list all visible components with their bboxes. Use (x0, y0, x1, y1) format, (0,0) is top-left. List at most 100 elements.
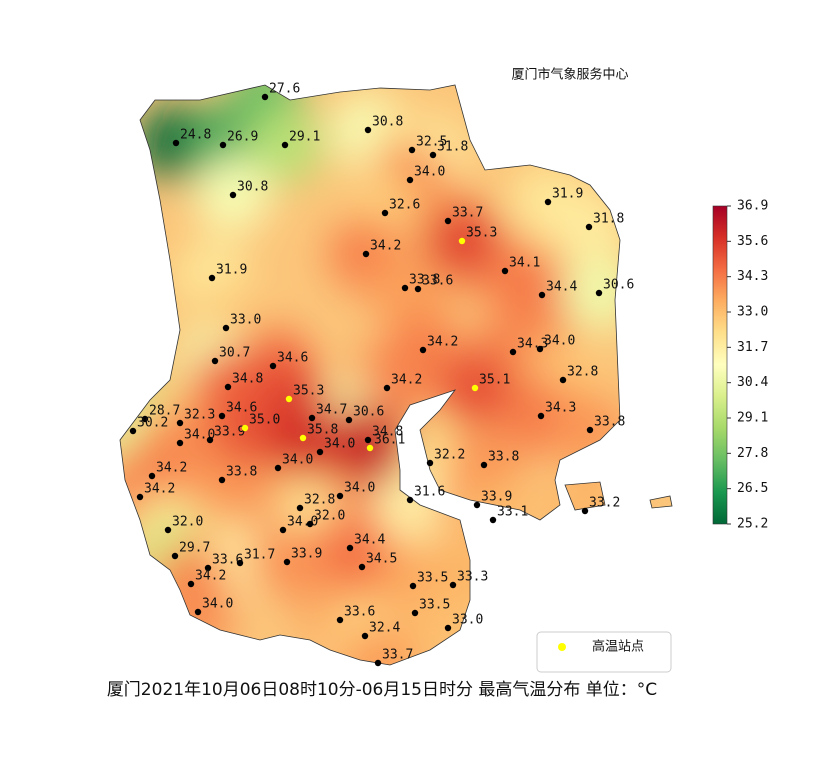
station-label: 33.0 (452, 613, 483, 628)
station-label: 34.4 (546, 280, 577, 295)
station-label: 31.9 (216, 263, 247, 278)
station-dot (536, 345, 544, 353)
station-dot (296, 504, 304, 512)
station-label: 34.2 (427, 335, 458, 350)
station-label: 35.0 (249, 413, 280, 428)
station-label: 35.3 (466, 226, 497, 241)
colorbar-tick-label: 36.9 (737, 199, 768, 214)
colorbar-tick-label: 31.7 (737, 340, 768, 355)
colorbar-tick-label: 27.8 (737, 446, 768, 461)
station-label: 34.6 (277, 351, 308, 366)
station-label: 33.9 (214, 425, 245, 440)
station-dot (444, 624, 452, 632)
station-label: 34.0 (202, 597, 233, 612)
station-label: 30.8 (372, 115, 403, 130)
station-label: 29.7 (179, 541, 210, 556)
station-label: 33.9 (291, 547, 322, 562)
station-dot (336, 492, 344, 500)
station-dot (218, 476, 226, 484)
station-dot (241, 424, 249, 432)
station-dot (285, 395, 293, 403)
colorbar-tick-label: 29.1 (737, 411, 768, 426)
station-label: 32.0 (314, 509, 345, 524)
station-label: 33.0 (230, 313, 261, 328)
station-dot (538, 291, 546, 299)
station-dot (299, 434, 307, 442)
station-label: 34.1 (509, 256, 540, 271)
station-label: 32.6 (389, 198, 420, 213)
station-dot (429, 151, 437, 159)
station-label: 33.9 (481, 490, 512, 505)
station-dot (471, 384, 479, 392)
station-label: 32.2 (434, 448, 465, 463)
colorbar-tick-label: 25.2 (737, 517, 768, 532)
station-dot (204, 564, 212, 572)
station-label: 30.6 (353, 405, 384, 420)
station-dot (211, 357, 219, 365)
station-label: 32.5 (416, 135, 447, 150)
station-dot (148, 472, 156, 480)
station-label: 33.7 (382, 648, 413, 663)
stations: 27.624.8 26.9 29.130.832.531.834.030.832.6… (129, 82, 634, 667)
station-label: 31.8 (593, 212, 624, 227)
station-dot (358, 563, 366, 571)
station-label: 34.2 (156, 461, 187, 476)
station-dot (426, 459, 434, 467)
station-dot (187, 580, 195, 588)
legend (536, 631, 672, 673)
station-label: 32.8 (304, 493, 335, 508)
station-label: 31.7 (244, 548, 275, 563)
station-dot (411, 609, 419, 617)
station-label: 33.1 (497, 505, 528, 520)
station-dot (458, 237, 466, 245)
station-dot (361, 632, 369, 640)
station-label: 34.7 (316, 403, 347, 418)
colorbar-tick-label: 35.6 (737, 234, 768, 249)
station-dot (480, 461, 488, 469)
legend-label: 高温站点 (592, 639, 644, 655)
station-dot (229, 191, 237, 199)
station-dot (383, 384, 391, 392)
station-dot (401, 284, 409, 292)
station-label: 32.4 (369, 621, 400, 636)
station-label: 33.6 (212, 553, 243, 568)
station-dot (366, 444, 374, 452)
station-dot (374, 659, 382, 667)
station-label: 34.2 (370, 239, 401, 254)
station-dot (409, 582, 417, 590)
station-dot (316, 448, 324, 456)
station-dot (406, 496, 414, 504)
station-label: 34.3 (545, 401, 576, 416)
station-label: 34.2 (391, 373, 422, 388)
station-label: 32.0 (172, 515, 203, 530)
station-label: 28.7 (149, 404, 180, 419)
station-dot (501, 267, 509, 275)
station-dot (544, 198, 552, 206)
station-label: 24.8 (180, 128, 211, 143)
station-label: 34.6 (226, 401, 257, 416)
station-dot (164, 526, 172, 534)
station-label: 34.0 (344, 481, 375, 496)
station-label: 33.8 (594, 415, 625, 430)
station-dot (222, 324, 230, 332)
colorbar-tick-label: 30.4 (737, 375, 768, 390)
station-label: 34.4 (354, 533, 385, 548)
station-label: 34.8 (372, 425, 403, 440)
station-dot (136, 493, 144, 501)
colorbar (712, 205, 728, 525)
station-dot (206, 436, 214, 444)
station-dot (444, 217, 452, 225)
station-label: 33.3 (457, 570, 488, 585)
station-label: 33.5 (419, 598, 450, 613)
station-dot (306, 520, 314, 528)
station-label: 32.8 (567, 365, 598, 380)
station-dot (449, 581, 457, 589)
station-label: 30.6 (603, 278, 634, 293)
station-label: 33.8 (226, 465, 257, 480)
station-label: 26.9 (227, 130, 258, 145)
station-label: 31.8 (437, 140, 468, 155)
station-dot (141, 415, 149, 423)
caption: 厦门2021年10月06日08时10分-06月15日时分 最高气温分布 单位：°… (107, 680, 657, 700)
station-dot (176, 419, 184, 427)
station-dot (537, 412, 545, 420)
